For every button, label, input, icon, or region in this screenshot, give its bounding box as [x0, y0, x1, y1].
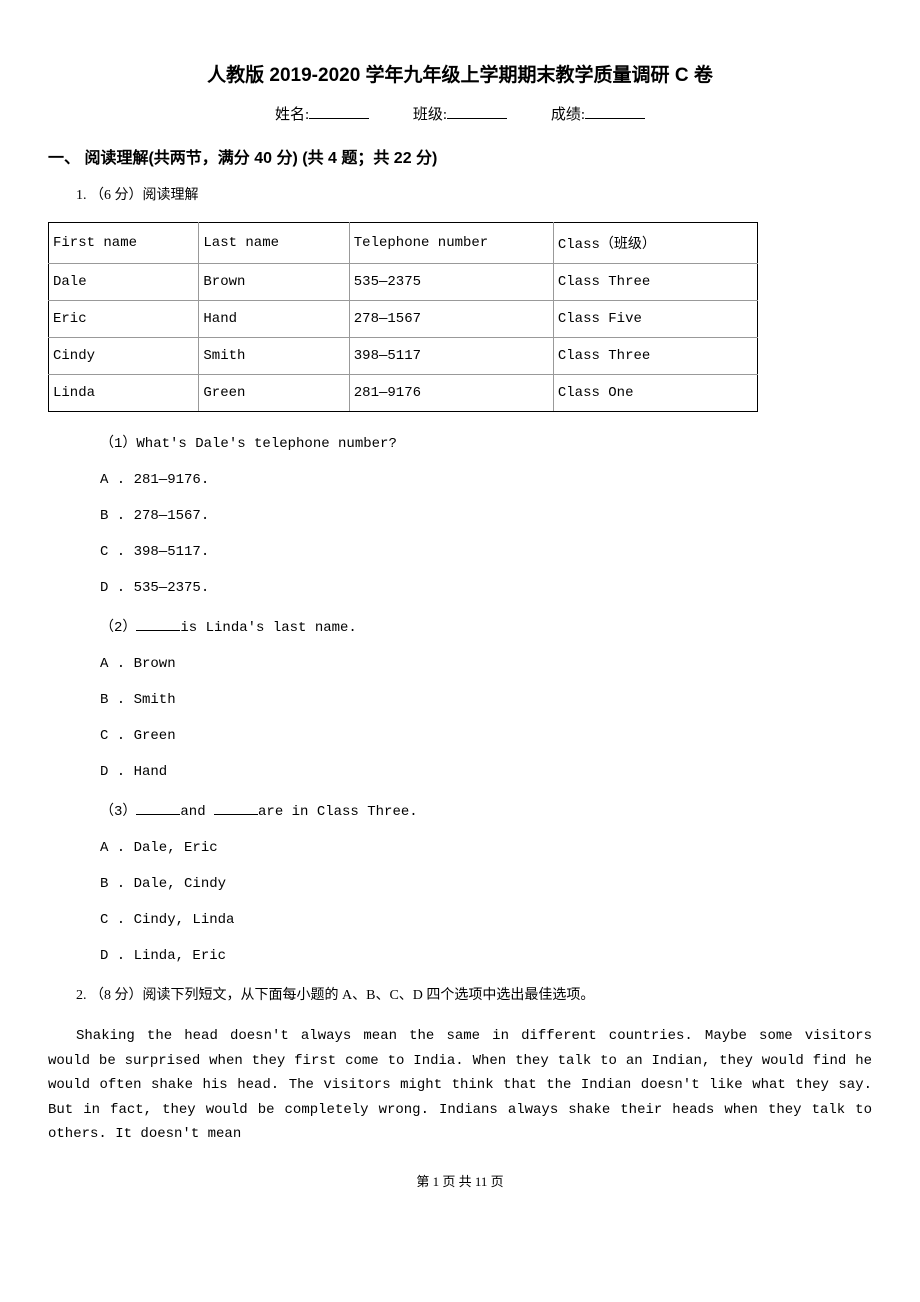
table-cell: Class One — [553, 375, 757, 412]
q1-sub2: （2） is Linda's last name. — [100, 616, 872, 636]
q1-sub3-before: （3） — [100, 804, 136, 820]
q1-sub2-a: A . Brown — [100, 656, 872, 672]
name-blank — [309, 118, 369, 119]
table-cell: Last name — [199, 223, 349, 264]
table-row: Linda Green 281—9176 Class One — [49, 375, 758, 412]
table-row: Eric Hand 278—1567 Class Five — [49, 301, 758, 338]
section-heading: 一、 阅读理解(共两节，满分 40 分) (共 4 题；共 22 分) — [48, 144, 872, 168]
q1-sub2-b: B . Smith — [100, 692, 872, 708]
q1-sub1-b: B . 278—1567. — [100, 508, 872, 524]
score-label: 成绩: — [551, 107, 585, 123]
table-header-row: First name Last name Telephone number Cl… — [49, 223, 758, 264]
class-label: 班级: — [413, 107, 447, 123]
q1-table: First name Last name Telephone number Cl… — [48, 222, 758, 412]
table-cell: 278—1567 — [349, 301, 553, 338]
q1-sub1: （1）What's Dale's telephone number? — [100, 432, 872, 452]
page-footer: 第 1 页 共 11 页 — [48, 1171, 872, 1190]
table-cell: Class Three — [553, 338, 757, 375]
table-cell: Class Five — [553, 301, 757, 338]
table-cell: Hand — [199, 301, 349, 338]
q1-sub3-d: D . Linda, Eric — [100, 948, 872, 964]
table-cell: 535—2375 — [349, 264, 553, 301]
q1-sub2-after: is Linda's last name. — [180, 620, 356, 636]
table-cell: Cindy — [49, 338, 199, 375]
table-cell: First name — [49, 223, 199, 264]
q2-intro: 2. （8 分）阅读下列短文，从下面每小题的 A、B、C、D 四个选项中选出最佳… — [76, 984, 872, 1004]
table-cell: Class（班级） — [553, 223, 757, 264]
table-row: Dale Brown 535—2375 Class Three — [49, 264, 758, 301]
table-cell: Green — [199, 375, 349, 412]
fill-blank — [214, 814, 258, 815]
q1-sub3-mid: and — [180, 804, 214, 820]
q1-sub3-after: are in Class Three. — [258, 804, 418, 820]
table-cell: Class Three — [553, 264, 757, 301]
q1-intro: 1. （6 分）阅读理解 — [76, 184, 872, 204]
table-cell: Brown — [199, 264, 349, 301]
q1-sub2-c: C . Green — [100, 728, 872, 744]
q1-sub2-d: D . Hand — [100, 764, 872, 780]
fill-blank — [136, 630, 180, 631]
q1-sub2-before: （2） — [100, 620, 136, 636]
table-row: Cindy Smith 398—5117 Class Three — [49, 338, 758, 375]
q1-sub1-c: C . 398—5117. — [100, 544, 872, 560]
table-cell: 398—5117 — [349, 338, 553, 375]
q1-sub3-c: C . Cindy, Linda — [100, 912, 872, 928]
page-title: 人教版 2019-2020 学年九年级上学期期末教学质量调研 C 卷 — [48, 60, 872, 87]
class-blank — [447, 118, 507, 119]
student-info-line: 姓名: 班级: 成绩: — [48, 103, 872, 124]
table-cell: Smith — [199, 338, 349, 375]
fill-blank — [136, 814, 180, 815]
table-cell: Linda — [49, 375, 199, 412]
score-blank — [585, 118, 645, 119]
table-cell: 281—9176 — [349, 375, 553, 412]
q2-paragraph: Shaking the head doesn't always mean the… — [48, 1024, 872, 1147]
q1-sub1-d: D . 535—2375. — [100, 580, 872, 596]
q1-sub3-a: A . Dale, Eric — [100, 840, 872, 856]
name-label: 姓名: — [275, 107, 309, 123]
table-cell: Telephone number — [349, 223, 553, 264]
q1-sub1-a: A . 281—9176. — [100, 472, 872, 488]
table-cell: Eric — [49, 301, 199, 338]
table-cell: Dale — [49, 264, 199, 301]
q1-sub3-b: B . Dale, Cindy — [100, 876, 872, 892]
q1-sub3: （3） and are in Class Three. — [100, 800, 872, 820]
